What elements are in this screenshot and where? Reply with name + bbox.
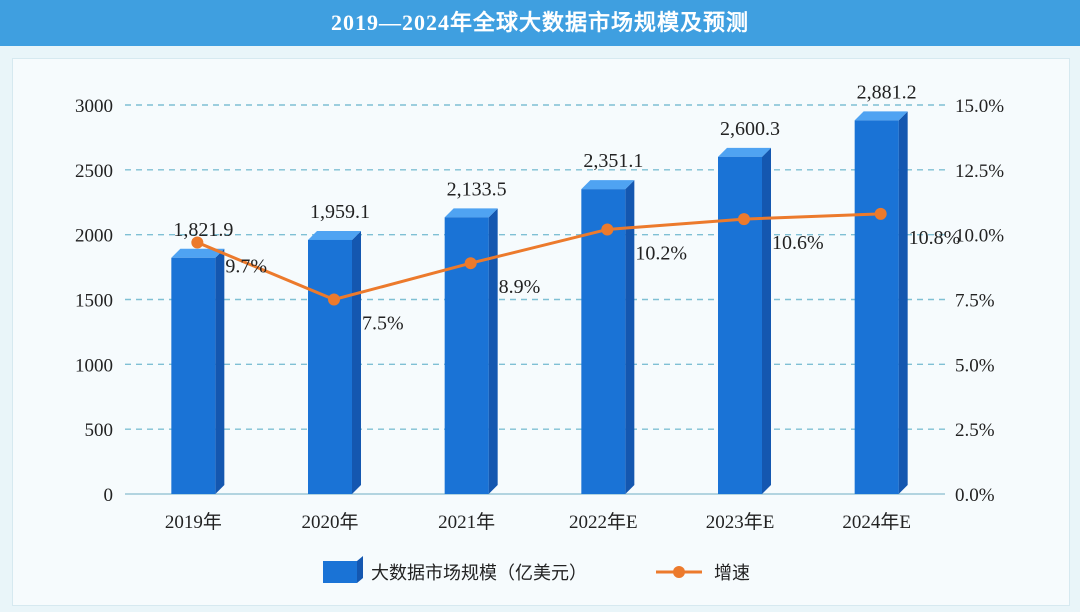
growth-line [196,212,881,302]
bar [581,189,626,495]
legend-bar-label: 大数据市场规模（亿美元） [371,563,587,584]
growth-value-label: 8.9% [499,276,541,298]
bar-value-label: 1,821.9 [173,219,233,241]
bar-value-label: 2,881.2 [857,81,917,103]
bar [308,239,352,494]
growth-point [464,257,477,270]
bar-value-label: 2,133.5 [447,178,507,200]
y-left-tick-label: 3000 [75,96,113,117]
x-tick-label: 2019年 [165,511,222,533]
bar-value-label: 1,959.1 [310,201,370,223]
y-right-tick-label: 0.0% [955,485,995,506]
growth-point [738,213,750,226]
bar-top [171,248,225,258]
y-right-tick-label: 10.0% [955,226,1004,247]
bar-value-label: 2,351.1 [583,150,643,172]
y-left-tick-label: 1000 [75,355,113,376]
legend-line-label: 增速 [714,563,750,584]
growth-point [328,293,340,306]
y-left-tick-label: 2000 [75,226,113,247]
bar-value-label: 2,600.3 [720,118,780,140]
legend-bar-swatch [323,561,357,583]
x-tick-label: 2022年E [569,511,638,533]
growth-value-label: 9.7% [225,255,267,277]
legend-bar-swatch-side [357,556,363,583]
y-right-tick-label: 15.0% [955,96,1004,117]
bar [171,257,216,494]
x-tick-label: 2021年 [438,511,495,533]
y-left-tick-label: 500 [85,420,114,441]
growth-value-label: 10.6% [772,232,824,254]
growth-point [601,223,614,236]
bar-side [352,230,361,494]
y-right-tick-label: 2.5% [955,420,995,441]
bar-top [718,147,771,157]
growth-value-label: 10.2% [635,242,687,264]
bar [718,156,762,495]
bar-top [444,208,498,218]
y-right-tick-label: 12.5% [955,161,1004,182]
bar-top [854,111,908,121]
bar-top [308,230,361,240]
bar-side [215,248,225,494]
growth-point [191,236,204,249]
legend-line-marker [673,566,685,578]
bar [854,120,899,494]
x-tick-label: 2024年E [842,511,911,533]
y-right-tick-label: 5.0% [955,355,995,376]
chart-title: 2019—2024年全球大数据市场规模及预测 [0,0,1080,46]
growth-value-label: 7.5% [362,313,404,335]
bar-top [581,180,635,190]
growth-value-label: 10.8% [909,227,961,249]
x-tick-label: 2023年E [706,511,775,533]
bar-side [625,180,635,495]
bar-side [762,147,771,495]
y-left-tick-label: 2500 [75,161,113,182]
y-right-tick-label: 7.5% [955,291,995,312]
x-tick-label: 2020年 [301,511,358,533]
y-left-tick-label: 1500 [75,291,113,312]
bar-side [488,208,498,494]
y-left-tick-label: 0 [104,485,114,506]
bar-side [898,111,908,494]
growth-point [874,207,887,220]
